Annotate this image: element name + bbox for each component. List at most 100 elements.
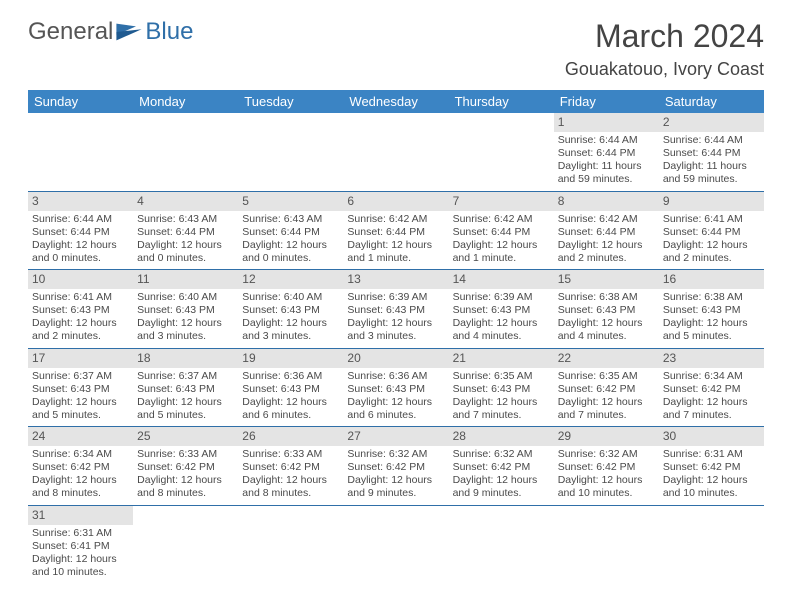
- weekday-header: Thursday: [449, 90, 554, 113]
- daylight-text: Daylight: 12 hours and 1 minute.: [453, 239, 550, 265]
- calendar-cell: 1Sunrise: 6:44 AMSunset: 6:44 PMDaylight…: [554, 113, 659, 191]
- sunset-text: Sunset: 6:43 PM: [242, 304, 339, 317]
- daylight-text: Daylight: 12 hours and 2 minutes.: [558, 239, 655, 265]
- brand-part2: Blue: [145, 18, 193, 46]
- sunrise-text: Sunrise: 6:41 AM: [32, 291, 129, 304]
- daylight-text: Daylight: 12 hours and 3 minutes.: [242, 317, 339, 343]
- day-number: 30: [659, 427, 764, 446]
- location: Gouakatouo, Ivory Coast: [565, 59, 764, 80]
- calendar-cell: 7Sunrise: 6:42 AMSunset: 6:44 PMDaylight…: [449, 191, 554, 270]
- sunset-text: Sunset: 6:44 PM: [558, 147, 655, 160]
- sunrise-text: Sunrise: 6:41 AM: [663, 213, 760, 226]
- sunset-text: Sunset: 6:43 PM: [137, 304, 234, 317]
- day-number: 16: [659, 270, 764, 289]
- calendar-cell: 24Sunrise: 6:34 AMSunset: 6:42 PMDayligh…: [28, 427, 133, 506]
- sunset-text: Sunset: 6:44 PM: [663, 147, 760, 160]
- sunset-text: Sunset: 6:43 PM: [32, 383, 129, 396]
- sunrise-text: Sunrise: 6:39 AM: [453, 291, 550, 304]
- sunrise-text: Sunrise: 6:36 AM: [242, 370, 339, 383]
- day-number: 8: [554, 192, 659, 211]
- day-number: 13: [343, 270, 448, 289]
- sunrise-text: Sunrise: 6:40 AM: [137, 291, 234, 304]
- calendar-cell: [133, 505, 238, 583]
- day-number: 3: [28, 192, 133, 211]
- daylight-text: Daylight: 12 hours and 6 minutes.: [347, 396, 444, 422]
- sunset-text: Sunset: 6:43 PM: [137, 383, 234, 396]
- calendar-row: 17Sunrise: 6:37 AMSunset: 6:43 PMDayligh…: [28, 348, 764, 427]
- day-number: 6: [343, 192, 448, 211]
- daylight-text: Daylight: 12 hours and 10 minutes.: [32, 553, 129, 579]
- day-number: 7: [449, 192, 554, 211]
- daylight-text: Daylight: 12 hours and 3 minutes.: [137, 317, 234, 343]
- day-number: 19: [238, 349, 343, 368]
- sunrise-text: Sunrise: 6:31 AM: [32, 527, 129, 540]
- day-number: 22: [554, 349, 659, 368]
- calendar-cell: [449, 113, 554, 191]
- calendar-cell: [238, 113, 343, 191]
- calendar-cell: 14Sunrise: 6:39 AMSunset: 6:43 PMDayligh…: [449, 270, 554, 349]
- daylight-text: Daylight: 12 hours and 9 minutes.: [453, 474, 550, 500]
- sunset-text: Sunset: 6:43 PM: [453, 383, 550, 396]
- daylight-text: Daylight: 12 hours and 10 minutes.: [663, 474, 760, 500]
- sunset-text: Sunset: 6:44 PM: [32, 226, 129, 239]
- calendar-cell: [449, 505, 554, 583]
- sunrise-text: Sunrise: 6:37 AM: [32, 370, 129, 383]
- day-number: 31: [28, 506, 133, 525]
- calendar-row: 24Sunrise: 6:34 AMSunset: 6:42 PMDayligh…: [28, 427, 764, 506]
- sunrise-text: Sunrise: 6:43 AM: [137, 213, 234, 226]
- sunrise-text: Sunrise: 6:44 AM: [32, 213, 129, 226]
- calendar-row: 3Sunrise: 6:44 AMSunset: 6:44 PMDaylight…: [28, 191, 764, 270]
- daylight-text: Daylight: 12 hours and 0 minutes.: [137, 239, 234, 265]
- calendar-cell: 9Sunrise: 6:41 AMSunset: 6:44 PMDaylight…: [659, 191, 764, 270]
- daylight-text: Daylight: 12 hours and 8 minutes.: [32, 474, 129, 500]
- sunrise-text: Sunrise: 6:33 AM: [242, 448, 339, 461]
- sunrise-text: Sunrise: 6:38 AM: [558, 291, 655, 304]
- sunrise-text: Sunrise: 6:34 AM: [32, 448, 129, 461]
- sunset-text: Sunset: 6:42 PM: [453, 461, 550, 474]
- weekday-header: Monday: [133, 90, 238, 113]
- sunrise-text: Sunrise: 6:34 AM: [663, 370, 760, 383]
- sunrise-text: Sunrise: 6:37 AM: [137, 370, 234, 383]
- calendar-cell: 29Sunrise: 6:32 AMSunset: 6:42 PMDayligh…: [554, 427, 659, 506]
- sunset-text: Sunset: 6:42 PM: [137, 461, 234, 474]
- sunrise-text: Sunrise: 6:43 AM: [242, 213, 339, 226]
- daylight-text: Daylight: 12 hours and 6 minutes.: [242, 396, 339, 422]
- daylight-text: Daylight: 12 hours and 0 minutes.: [32, 239, 129, 265]
- calendar-cell: 5Sunrise: 6:43 AMSunset: 6:44 PMDaylight…: [238, 191, 343, 270]
- day-number: 14: [449, 270, 554, 289]
- brand-part1: General: [28, 18, 113, 46]
- day-number: 5: [238, 192, 343, 211]
- sunrise-text: Sunrise: 6:35 AM: [558, 370, 655, 383]
- sunset-text: Sunset: 6:42 PM: [558, 461, 655, 474]
- calendar-cell: [343, 113, 448, 191]
- sunrise-text: Sunrise: 6:44 AM: [663, 134, 760, 147]
- sunrise-text: Sunrise: 6:32 AM: [453, 448, 550, 461]
- weekday-header: Sunday: [28, 90, 133, 113]
- calendar-cell: 31Sunrise: 6:31 AMSunset: 6:41 PMDayligh…: [28, 505, 133, 583]
- calendar-cell: 22Sunrise: 6:35 AMSunset: 6:42 PMDayligh…: [554, 348, 659, 427]
- daylight-text: Daylight: 12 hours and 4 minutes.: [558, 317, 655, 343]
- daylight-text: Daylight: 12 hours and 2 minutes.: [663, 239, 760, 265]
- calendar-cell: 13Sunrise: 6:39 AMSunset: 6:43 PMDayligh…: [343, 270, 448, 349]
- daylight-text: Daylight: 12 hours and 5 minutes.: [663, 317, 760, 343]
- daylight-text: Daylight: 12 hours and 7 minutes.: [453, 396, 550, 422]
- day-number: 17: [28, 349, 133, 368]
- sunrise-text: Sunrise: 6:36 AM: [347, 370, 444, 383]
- sunset-text: Sunset: 6:43 PM: [242, 383, 339, 396]
- weekday-header: Saturday: [659, 90, 764, 113]
- calendar-cell: 11 Sunrise: 6:40 AMSunset: 6:43 PMDayligh…: [133, 270, 238, 349]
- calendar-cell: 26Sunrise: 6:33 AMSunset: 6:42 PMDayligh…: [238, 427, 343, 506]
- calendar-body: 1Sunrise: 6:44 AMSunset: 6:44 PMDaylight…: [28, 113, 764, 583]
- sunset-text: Sunset: 6:42 PM: [663, 383, 760, 396]
- day-number: 11: [133, 270, 238, 289]
- calendar-cell: 27Sunrise: 6:32 AMSunset: 6:42 PMDayligh…: [343, 427, 448, 506]
- day-number: 18: [133, 349, 238, 368]
- calendar-row: 31Sunrise: 6:31 AMSunset: 6:41 PMDayligh…: [28, 505, 764, 583]
- daylight-text: Daylight: 12 hours and 5 minutes.: [32, 396, 129, 422]
- sunset-text: Sunset: 6:44 PM: [347, 226, 444, 239]
- day-number: 23: [659, 349, 764, 368]
- day-number: 28: [449, 427, 554, 446]
- day-number: 21: [449, 349, 554, 368]
- sunrise-text: Sunrise: 6:35 AM: [453, 370, 550, 383]
- calendar-cell: 18Sunrise: 6:37 AMSunset: 6:43 PMDayligh…: [133, 348, 238, 427]
